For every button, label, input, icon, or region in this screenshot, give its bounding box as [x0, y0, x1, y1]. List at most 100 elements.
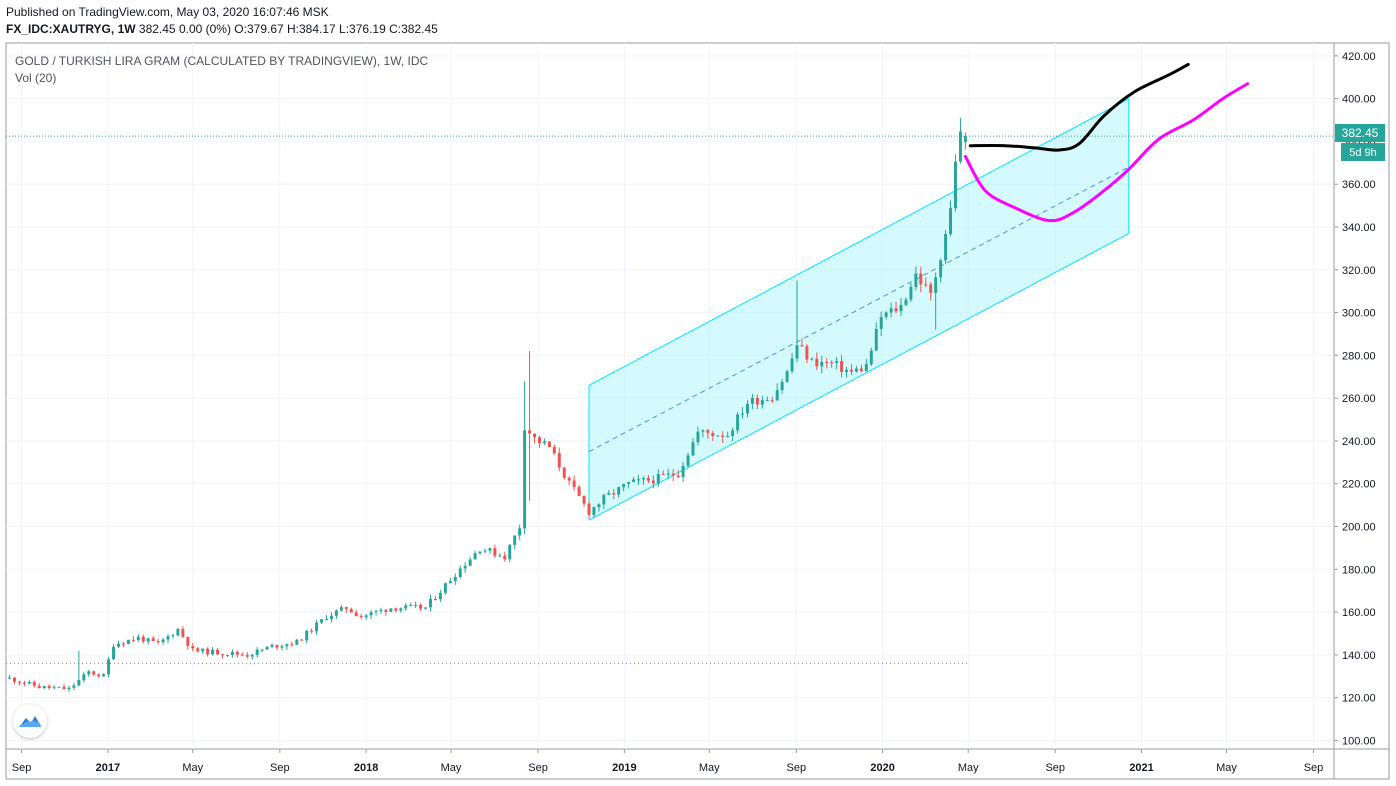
x-tick-label: 2018 [354, 762, 378, 774]
x-tick-label: 2019 [612, 762, 636, 774]
candle-body [815, 358, 819, 367]
candle-body [384, 609, 388, 612]
y-tick-label: 320.00 [1342, 265, 1376, 277]
candle-body [225, 654, 229, 656]
candle-body [909, 286, 913, 300]
channel-mid-line [588, 166, 1130, 453]
candle-body [67, 687, 71, 690]
candle-body [963, 136, 967, 143]
candle-body [458, 568, 462, 577]
candle-body [102, 674, 106, 677]
candle-body [637, 479, 641, 481]
symbol-label: FX_IDC:XAUTRYG, 1W [6, 22, 136, 36]
candle-body [344, 607, 348, 609]
candle-body [513, 535, 517, 545]
candle-body [825, 361, 829, 363]
candle-body [399, 608, 403, 611]
candle-body [250, 654, 254, 657]
time-axis[interactable]: Sep 2017 May Sep 2018 May Sep 2019 May Sep 2020 May… [12, 749, 1323, 774]
candle-body [379, 609, 383, 612]
candle-body [924, 284, 928, 286]
y-tick-label: 200.00 [1342, 522, 1376, 534]
symbol-quote-line: FX_IDC:XAUTRYG, 1W 382.45 0.00 (0%) O:37… [6, 22, 438, 36]
candle-body [161, 639, 165, 643]
x-tick-label: May [699, 762, 720, 774]
tradingview-cloud-icon[interactable] [13, 704, 47, 738]
candle-body [775, 390, 779, 401]
candle-body [518, 528, 522, 536]
candle-body [894, 308, 898, 312]
y-tick-label: 340.00 [1342, 222, 1376, 234]
candle-body [300, 639, 304, 641]
y-tick-label: 220.00 [1342, 479, 1376, 491]
candle-body [934, 277, 938, 293]
candle-body [191, 646, 195, 649]
candle-body [97, 674, 101, 677]
y-tick-label: 400.00 [1342, 94, 1376, 106]
x-tick-label: 2020 [870, 762, 894, 774]
candle-body [944, 234, 948, 261]
candle-body [62, 686, 66, 690]
candle-body [949, 208, 953, 235]
volume-legend[interactable]: Vol (20) [15, 71, 57, 85]
candle-body [196, 648, 200, 652]
candle-body [691, 442, 695, 456]
channel-lower-line [588, 232, 1130, 521]
candle-body [72, 685, 76, 688]
candle-body [117, 643, 120, 647]
chart-legend-title[interactable]: GOLD / TURKISH LIRA GRAM (CALCULATED BY … [15, 54, 429, 68]
candle-body [107, 659, 111, 675]
candle-body [414, 604, 418, 606]
candle-body [835, 361, 839, 363]
candle-body [42, 685, 46, 689]
candle-body [176, 628, 180, 636]
regression-channel[interactable] [588, 98, 1130, 521]
candle-body [874, 328, 878, 351]
projection-drawings[interactable] [963, 62, 1250, 223]
candle-body [612, 493, 616, 495]
candle-body [156, 641, 160, 643]
candle-body [666, 473, 670, 475]
candlestick-series [8, 117, 967, 692]
candle-body [750, 397, 754, 404]
y-tick-label: 300.00 [1342, 308, 1376, 320]
candle-body [884, 312, 888, 317]
x-tick-label: Sep [528, 762, 548, 774]
candle-body [448, 581, 452, 584]
price-axis[interactable]: 100.00 120.00 140.00 160.00 180.00 200.00 220.… [1334, 51, 1376, 748]
x-tick-label: Sep [787, 762, 807, 774]
magenta-projection-curve [963, 82, 1250, 223]
candle-body [533, 433, 536, 438]
candle-body [651, 480, 655, 484]
candle-body [736, 414, 740, 431]
candle-body [166, 636, 170, 640]
candle-body [587, 503, 591, 515]
grid-lines [6, 43, 1334, 749]
chart-frame [5, 42, 1390, 780]
candle-body [864, 364, 868, 372]
channel-upper-line [588, 98, 1130, 386]
candle-body [285, 644, 289, 647]
candle-body [87, 671, 91, 675]
candle-body [374, 611, 378, 613]
candle-body [760, 400, 764, 405]
candle-body [755, 397, 759, 405]
candle-body [523, 430, 527, 529]
candle-body [419, 604, 423, 609]
candle-body [136, 636, 140, 641]
candle-body [840, 361, 844, 372]
candle-body [77, 680, 81, 686]
candle-body [869, 350, 873, 365]
candle-body [552, 447, 556, 454]
candle-body [438, 592, 442, 600]
candle-body [919, 273, 923, 285]
candle-body [488, 548, 492, 551]
candle-body [721, 435, 725, 437]
candle-body [255, 649, 259, 655]
candle-body [32, 681, 36, 686]
candle-body [731, 430, 735, 437]
candle-body [230, 651, 234, 655]
candle-body [676, 475, 680, 478]
candle-body [295, 639, 299, 645]
